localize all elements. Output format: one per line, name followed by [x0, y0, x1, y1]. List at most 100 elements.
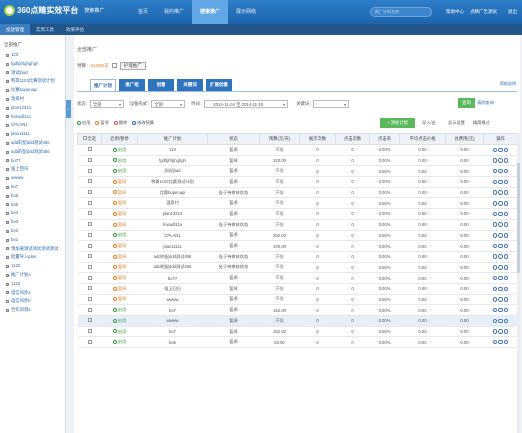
sidebar-item[interactable]: + bo5	[0, 201, 65, 210]
row-checkbox[interactable]	[87, 296, 92, 301]
sidebar-item[interactable]: + 强上回归	[0, 165, 65, 174]
sidebar-item[interactable]: + 推广计划A	[0, 271, 65, 280]
toggle-cell[interactable]: 启用	[101, 165, 138, 178]
sidebar-item[interactable]: + plan11111	[0, 130, 65, 139]
subnav-delivery[interactable]: 投放管理	[0, 24, 30, 35]
copy-icon[interactable]	[498, 147, 503, 153]
sidebar-item[interactable]: + bo7	[0, 183, 65, 192]
plan-name-link[interactable]: 测试jhad	[137, 165, 208, 178]
more-icon[interactable]	[503, 339, 509, 345]
logout-link[interactable]: 退出	[508, 9, 517, 14]
edit-icon[interactable]	[492, 297, 498, 302]
expand-icon[interactable]: +	[6, 133, 9, 137]
copy-icon[interactable]	[498, 201, 503, 206]
tab-keyword[interactable]: 关键词	[177, 79, 203, 91]
expand-icon[interactable]: +	[6, 62, 9, 66]
edit-icon[interactable]	[492, 307, 498, 313]
status-select[interactable]: 全部	[89, 100, 124, 108]
sidebar-item[interactable]: + plan12313	[0, 104, 65, 113]
pause-action[interactable]: 暂停	[95, 120, 109, 126]
toggle-status[interactable]: 暂停	[112, 275, 126, 280]
tab-plan[interactable]: 推广计划	[90, 79, 116, 91]
plan-budget[interactable]: 不限	[259, 219, 300, 231]
row-checkbox[interactable]	[87, 179, 92, 184]
copy-icon[interactable]	[498, 179, 503, 185]
plan-name-link[interactable]: plan12313	[137, 208, 208, 220]
table-row[interactable]: 启用 测试jhad 暂停 不限 0 0 0.00% 0.00 0.00	[77, 165, 518, 178]
edit-icon[interactable]	[492, 265, 498, 270]
user-name[interactable]: 点睛广告测试	[470, 9, 497, 14]
table-row[interactable]: 暂停 强上回归 暂停 不限 0 0 0.00% 0.00 0.00	[77, 283, 518, 295]
plan-budget[interactable]: 50.00	[259, 336, 300, 349]
plan-budget[interactable]: 152.00	[259, 304, 300, 316]
sidebar-item[interactable]: + hoeadl11a	[0, 113, 65, 122]
sidebar-item[interactable]: + fgdfghfghghgh	[0, 60, 65, 69]
more-icon[interactable]	[503, 190, 509, 195]
plan-name-link[interactable]: add的配ddd测试456	[137, 262, 208, 274]
edit-budget-action[interactable]: 修改预算	[132, 120, 154, 126]
sidebar-item[interactable]: + bo77	[0, 157, 65, 166]
expand-icon[interactable]: +	[6, 115, 9, 119]
nav-my-promo[interactable]: 我的推广	[164, 9, 185, 15]
expand-icon[interactable]: +	[6, 150, 9, 154]
row-checkbox[interactable]	[87, 222, 92, 227]
toggle-cell[interactable]: 启用	[101, 155, 138, 167]
plan-name-link[interactable]: 比赛bopenapi	[137, 187, 208, 199]
more-icon[interactable]	[503, 275, 509, 281]
delete-action[interactable]: 删除	[113, 120, 127, 126]
copy-icon[interactable]	[498, 243, 503, 249]
row-checkbox[interactable]	[87, 275, 92, 280]
plan-name-link[interactable]: bo7	[137, 304, 208, 316]
keyword-input[interactable]	[313, 100, 350, 108]
more-icon[interactable]	[503, 211, 509, 217]
toggle-status[interactable]: 启用	[112, 339, 126, 344]
sidebar-item[interactable]: + bo4	[0, 209, 65, 218]
column-header[interactable]: 启用/暂停	[101, 133, 138, 145]
tab-creative[interactable]: 创意	[148, 79, 174, 91]
edit-icon[interactable]	[492, 329, 498, 334]
toggle-cell[interactable]: 启用	[101, 230, 138, 242]
plan-name-link[interactable]: 123	[137, 144, 208, 156]
date-range-picker[interactable]: 2014-11-04 至 2014-11-10	[204, 100, 289, 108]
plan-name-link[interactable]: fgdfghfghghgh	[137, 155, 208, 167]
toggle-status[interactable]: 启用	[112, 307, 126, 312]
row-checkbox[interactable]	[87, 147, 92, 152]
sidebar-item[interactable]: +1122	[0, 262, 65, 271]
expand-icon[interactable]: +	[6, 168, 9, 172]
expand-icon[interactable]: +	[6, 265, 9, 269]
nav-display-network[interactable]: 展示网络	[236, 9, 257, 15]
plan-budget[interactable]: 100.00	[259, 240, 300, 252]
toggle-cell[interactable]: 启用	[101, 144, 138, 156]
display-settings-button[interactable]: 显示设置	[448, 120, 465, 125]
toggle-cell[interactable]: 暂停	[101, 240, 138, 252]
expand-icon[interactable]: +	[6, 238, 9, 242]
expand-icon[interactable]: +	[6, 221, 9, 225]
plan-budget[interactable]: 不限	[259, 165, 300, 178]
sidebar-item[interactable]: + bo3	[0, 218, 65, 227]
plan-name-link[interactable]: 温泉村	[137, 197, 208, 210]
column-header[interactable]: 操作	[483, 133, 518, 145]
edit-icon[interactable]	[492, 222, 498, 227]
table-row[interactable]: 启用 wwww 暂停 不限 0 0 0.00% 0.00 0.00	[77, 315, 518, 327]
enable-action[interactable]: 启用	[77, 120, 90, 126]
plan-budget[interactable]: 不限	[259, 251, 300, 263]
more-icon[interactable]	[503, 168, 509, 174]
toggle-cell[interactable]: 暂停	[101, 187, 138, 199]
copy-icon[interactable]	[498, 318, 503, 324]
expand-icon[interactable]: +	[6, 273, 9, 277]
expand-icon[interactable]: +	[6, 80, 9, 84]
table-row[interactable]: 启用 bo7 暂停 152.00 0 0 0.00% 0.00 0.00	[77, 326, 518, 338]
table-row[interactable]: 暂停 wwww 暂停 不限 0 0 0.00% 0.00 0.00	[77, 294, 518, 306]
toggle-status[interactable]: 暂停	[112, 264, 126, 269]
edit-icon[interactable]	[492, 211, 498, 217]
column-header[interactable]: 预算(元/天)	[259, 133, 300, 145]
more-icon[interactable]	[503, 158, 509, 163]
help-link[interactable]: 帮助中心	[446, 9, 464, 14]
sidebar-item[interactable]: + 批量导入plan	[0, 253, 65, 262]
sidebar-item[interactable]: + add的配ddd测试456	[0, 139, 65, 148]
expand-icon[interactable]: +	[6, 300, 9, 304]
plan-budget[interactable]: 152.00	[259, 326, 300, 338]
toggle-status[interactable]: 暂停	[112, 296, 126, 301]
column-header[interactable]: 点击次数	[335, 133, 370, 145]
row-checkbox[interactable]	[87, 190, 92, 195]
